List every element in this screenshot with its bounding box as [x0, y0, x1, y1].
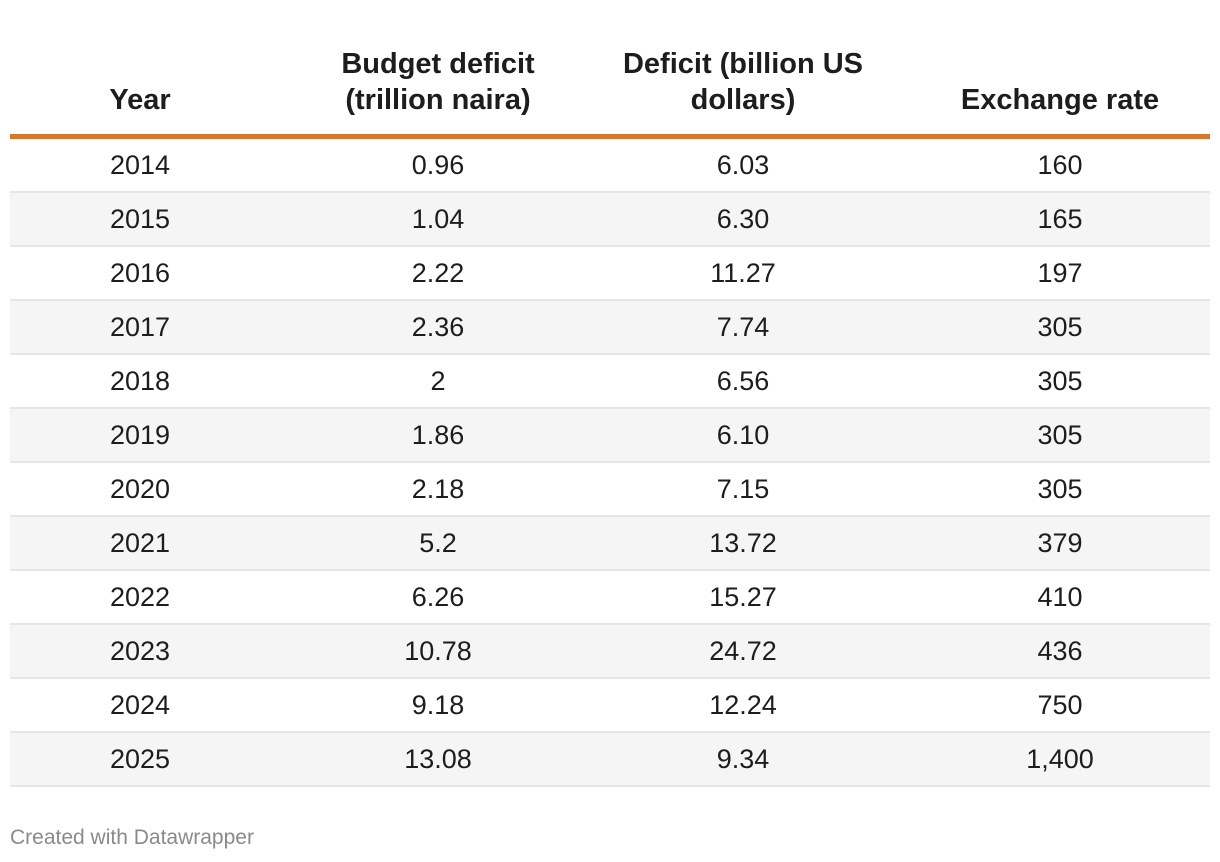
cell-deficit-usd: 6.03: [716, 150, 770, 180]
table-row: 2025 13.08 9.34 1,400: [10, 733, 1210, 787]
cell-budget-deficit: 6.26: [411, 582, 465, 612]
cell-budget-deficit: 2: [430, 366, 446, 396]
cell-deficit-usd: 6.30: [716, 204, 770, 234]
cell-deficit-usd: 24.72: [709, 636, 777, 666]
header-exchange-rate-line-1: Exchange rate: [960, 84, 1160, 116]
header-year: Year: [70, 82, 210, 118]
cell-exchange-rate: 1,400: [1026, 744, 1094, 774]
table-row: 2015 1.04 6.30 165: [10, 193, 1210, 247]
cell-budget-deficit: 1.04: [411, 204, 465, 234]
cell-budget-deficit: 1.86: [411, 420, 465, 450]
table-row: 2020 2.18 7.15 305: [10, 463, 1210, 517]
cell-deficit-usd: 12.24: [709, 690, 777, 720]
cell-budget-deficit: 2.22: [411, 258, 465, 288]
data-table: Year Budget deficit (trillion naira) Def…: [10, 40, 1210, 787]
cell-deficit-usd: 11.27: [710, 258, 776, 288]
table-row: 2018 2 6.56 305: [10, 355, 1210, 409]
cell-exchange-rate: 165: [1037, 204, 1083, 234]
table-row: 2016 2.22 11.27 197: [10, 247, 1210, 301]
table-row: 2021 5.2 13.72 379: [10, 517, 1210, 571]
cell-exchange-rate: 305: [1037, 420, 1083, 450]
cell-budget-deficit: 0.96: [411, 150, 465, 180]
header-year-line-1: Year: [109, 84, 171, 116]
cell-exchange-rate: 750: [1037, 690, 1083, 720]
cell-deficit-usd: 6.10: [716, 420, 770, 450]
table-row: 2022 6.26 15.27 410: [10, 571, 1210, 625]
cell-deficit-usd: 9.34: [716, 744, 770, 774]
cell-year: 2020: [109, 474, 171, 504]
cell-year: 2016: [109, 258, 171, 288]
header-budget-deficit-line-2: (trillion naira): [345, 84, 531, 116]
header-budget-deficit-line-1: Budget deficit: [341, 48, 535, 80]
table-row: 2024 9.18 12.24 750: [10, 679, 1210, 733]
cell-budget-deficit: 2.18: [411, 474, 465, 504]
cell-year: 2022: [109, 582, 171, 612]
cell-exchange-rate: 436: [1037, 636, 1083, 666]
header-budget-deficit: Budget deficit (trillion naira): [290, 46, 586, 118]
cell-exchange-rate: 305: [1037, 312, 1083, 342]
cell-budget-deficit: 2.36: [411, 312, 465, 342]
cell-exchange-rate: 160: [1037, 150, 1083, 180]
cell-year: 2024: [109, 690, 171, 720]
cell-exchange-rate: 410: [1037, 582, 1083, 612]
cell-deficit-usd: 7.74: [716, 312, 770, 342]
cell-year: 2021: [109, 528, 171, 558]
table-body: 2014 0.96 6.03 160 2015 1.04 6.30 165 2016 2.22 11…: [10, 139, 1210, 787]
cell-budget-deficit: 9.18: [411, 690, 465, 720]
table-row: 2017 2.36 7.74 305: [10, 301, 1210, 355]
credit-text: Created with Datawrapper: [10, 826, 254, 849]
cell-year: 2019: [109, 420, 171, 450]
cell-year: 2018: [109, 366, 171, 396]
cell-deficit-usd: 6.56: [716, 366, 770, 396]
table-row: 2023 10.78 24.72 436: [10, 625, 1210, 679]
header-deficit-usd-line-2: dollars): [690, 84, 796, 116]
cell-exchange-rate: 305: [1037, 366, 1083, 396]
cell-deficit-usd: 13.72: [709, 528, 777, 558]
cell-deficit-usd: 7.15: [716, 474, 770, 504]
cell-exchange-rate: 197: [1037, 258, 1083, 288]
table-row: 2014 0.96 6.03 160: [10, 139, 1210, 193]
table-row: 2019 1.86 6.10 305: [10, 409, 1210, 463]
cell-year: 2014: [109, 150, 171, 180]
cell-exchange-rate: 379: [1037, 528, 1083, 558]
cell-year: 2025: [109, 744, 171, 774]
header-exchange-rate: Exchange rate: [910, 82, 1210, 118]
cell-budget-deficit: 5.2: [419, 528, 457, 558]
header-deficit-usd-line-1: Deficit (billion US: [622, 48, 864, 80]
cell-exchange-rate: 305: [1037, 474, 1083, 504]
cell-year: 2017: [109, 312, 171, 342]
cell-budget-deficit: 13.08: [404, 744, 472, 774]
cell-year: 2023: [109, 636, 171, 666]
cell-budget-deficit: 10.78: [404, 636, 472, 666]
cell-year: 2015: [109, 204, 171, 234]
table-header-row: Year Budget deficit (trillion naira) Def…: [10, 40, 1210, 139]
header-deficit-usd: Deficit (billion US dollars): [590, 46, 896, 118]
cell-deficit-usd: 15.27: [709, 582, 777, 612]
